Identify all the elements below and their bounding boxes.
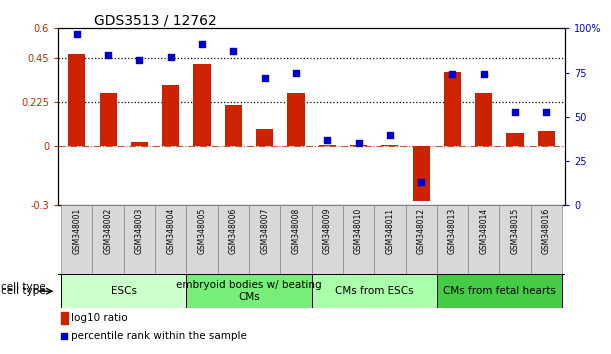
Bar — [280, 205, 312, 274]
Text: GSM348004: GSM348004 — [166, 208, 175, 255]
Text: GSM348006: GSM348006 — [229, 208, 238, 255]
Bar — [256, 129, 273, 146]
Text: cell type: cell type — [1, 286, 45, 296]
Bar — [162, 85, 180, 146]
Bar — [437, 274, 562, 308]
Point — [134, 57, 144, 63]
Bar — [437, 205, 468, 274]
Bar — [499, 205, 531, 274]
Bar — [287, 93, 304, 146]
Bar — [186, 274, 312, 308]
Text: GSM348005: GSM348005 — [197, 208, 207, 255]
Text: GSM348012: GSM348012 — [417, 208, 426, 254]
Bar — [444, 72, 461, 146]
Bar — [538, 131, 555, 146]
Text: percentile rank within the sample: percentile rank within the sample — [71, 331, 246, 341]
Point — [291, 70, 301, 75]
Point — [323, 137, 332, 143]
Bar — [61, 312, 68, 324]
Text: GSM348003: GSM348003 — [135, 208, 144, 255]
Bar — [468, 205, 499, 274]
Point — [260, 75, 269, 81]
Bar — [475, 93, 492, 146]
Bar — [100, 93, 117, 146]
Bar — [61, 274, 186, 308]
Point — [166, 54, 175, 59]
Bar — [319, 145, 336, 146]
Text: GSM348007: GSM348007 — [260, 208, 269, 255]
Text: GSM348015: GSM348015 — [511, 208, 519, 254]
Bar — [186, 205, 218, 274]
Bar — [507, 132, 524, 146]
Bar — [412, 146, 430, 201]
Bar — [249, 205, 280, 274]
Bar — [92, 205, 124, 274]
Text: GDS3513 / 12762: GDS3513 / 12762 — [93, 13, 216, 27]
Bar — [531, 205, 562, 274]
Text: GSM348016: GSM348016 — [542, 208, 551, 254]
Text: GSM348014: GSM348014 — [479, 208, 488, 254]
Text: log10 ratio: log10 ratio — [71, 313, 127, 323]
Text: GSM348009: GSM348009 — [323, 208, 332, 255]
Text: GSM348002: GSM348002 — [104, 208, 112, 254]
Bar — [68, 54, 86, 146]
Point — [103, 52, 113, 58]
Bar — [155, 205, 186, 274]
Point — [541, 109, 551, 114]
Point — [479, 72, 489, 77]
Point — [229, 48, 238, 54]
Text: GSM348010: GSM348010 — [354, 208, 363, 254]
Bar — [124, 205, 155, 274]
Bar — [381, 145, 398, 146]
Bar — [343, 205, 374, 274]
Text: cell type: cell type — [1, 282, 45, 292]
Point — [59, 333, 69, 338]
Text: ESCs: ESCs — [111, 286, 137, 296]
Point — [510, 109, 520, 114]
Point — [416, 179, 426, 185]
Point — [354, 141, 364, 146]
Bar — [312, 274, 437, 308]
Text: embryoid bodies w/ beating
CMs: embryoid bodies w/ beating CMs — [176, 280, 322, 302]
Bar — [194, 64, 211, 146]
Point — [385, 132, 395, 137]
Point — [448, 72, 458, 77]
Point — [197, 41, 207, 47]
Bar — [218, 205, 249, 274]
Bar — [131, 142, 148, 146]
Text: GSM348001: GSM348001 — [72, 208, 81, 254]
Text: GSM348013: GSM348013 — [448, 208, 457, 254]
Bar — [312, 205, 343, 274]
Text: CMs from ESCs: CMs from ESCs — [335, 286, 414, 296]
Text: CMs from fetal hearts: CMs from fetal hearts — [443, 286, 556, 296]
Bar — [374, 205, 406, 274]
Bar — [406, 205, 437, 274]
Point — [72, 31, 82, 36]
Text: GSM348008: GSM348008 — [291, 208, 301, 254]
Bar — [225, 105, 242, 146]
Bar — [61, 205, 92, 274]
Bar — [350, 145, 367, 146]
Text: GSM348011: GSM348011 — [386, 208, 394, 254]
